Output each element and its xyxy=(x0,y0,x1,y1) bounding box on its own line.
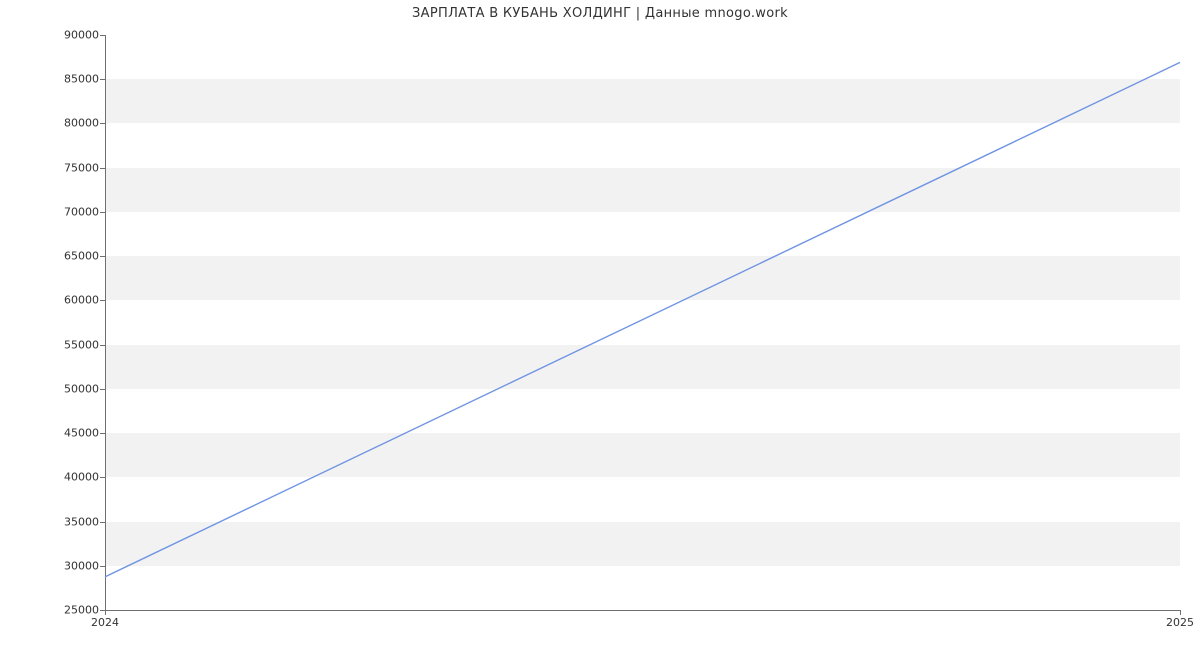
y-tick-label: 30000 xyxy=(64,559,99,572)
y-tick-label: 65000 xyxy=(64,250,99,263)
y-tick-label: 50000 xyxy=(64,382,99,395)
y-tick-label: 40000 xyxy=(64,471,99,484)
plot-area: 2500030000350004000045000500005500060000… xyxy=(105,35,1180,610)
series-line-salary xyxy=(105,62,1180,576)
y-tick-label: 35000 xyxy=(64,515,99,528)
y-tick-label: 60000 xyxy=(64,294,99,307)
y-tick-label: 45000 xyxy=(64,427,99,440)
x-tick xyxy=(105,610,106,615)
x-tick xyxy=(1180,610,1181,615)
x-tick-label: 2025 xyxy=(1166,616,1194,629)
y-tick-label: 85000 xyxy=(64,73,99,86)
y-tick-label: 70000 xyxy=(64,205,99,218)
y-tick-label: 25000 xyxy=(64,604,99,617)
x-tick-label: 2024 xyxy=(91,616,119,629)
chart-title: ЗАРПЛАТА В КУБАНЬ ХОЛДИНГ | Данные mnogo… xyxy=(0,6,1200,21)
y-tick-label: 75000 xyxy=(64,161,99,174)
y-tick-label: 90000 xyxy=(64,29,99,42)
line-layer xyxy=(105,35,1180,610)
x-axis-line xyxy=(105,610,1180,611)
salary-line-chart: ЗАРПЛАТА В КУБАНЬ ХОЛДИНГ | Данные mnogo… xyxy=(0,0,1200,650)
y-tick-label: 55000 xyxy=(64,338,99,351)
y-tick-label: 80000 xyxy=(64,117,99,130)
